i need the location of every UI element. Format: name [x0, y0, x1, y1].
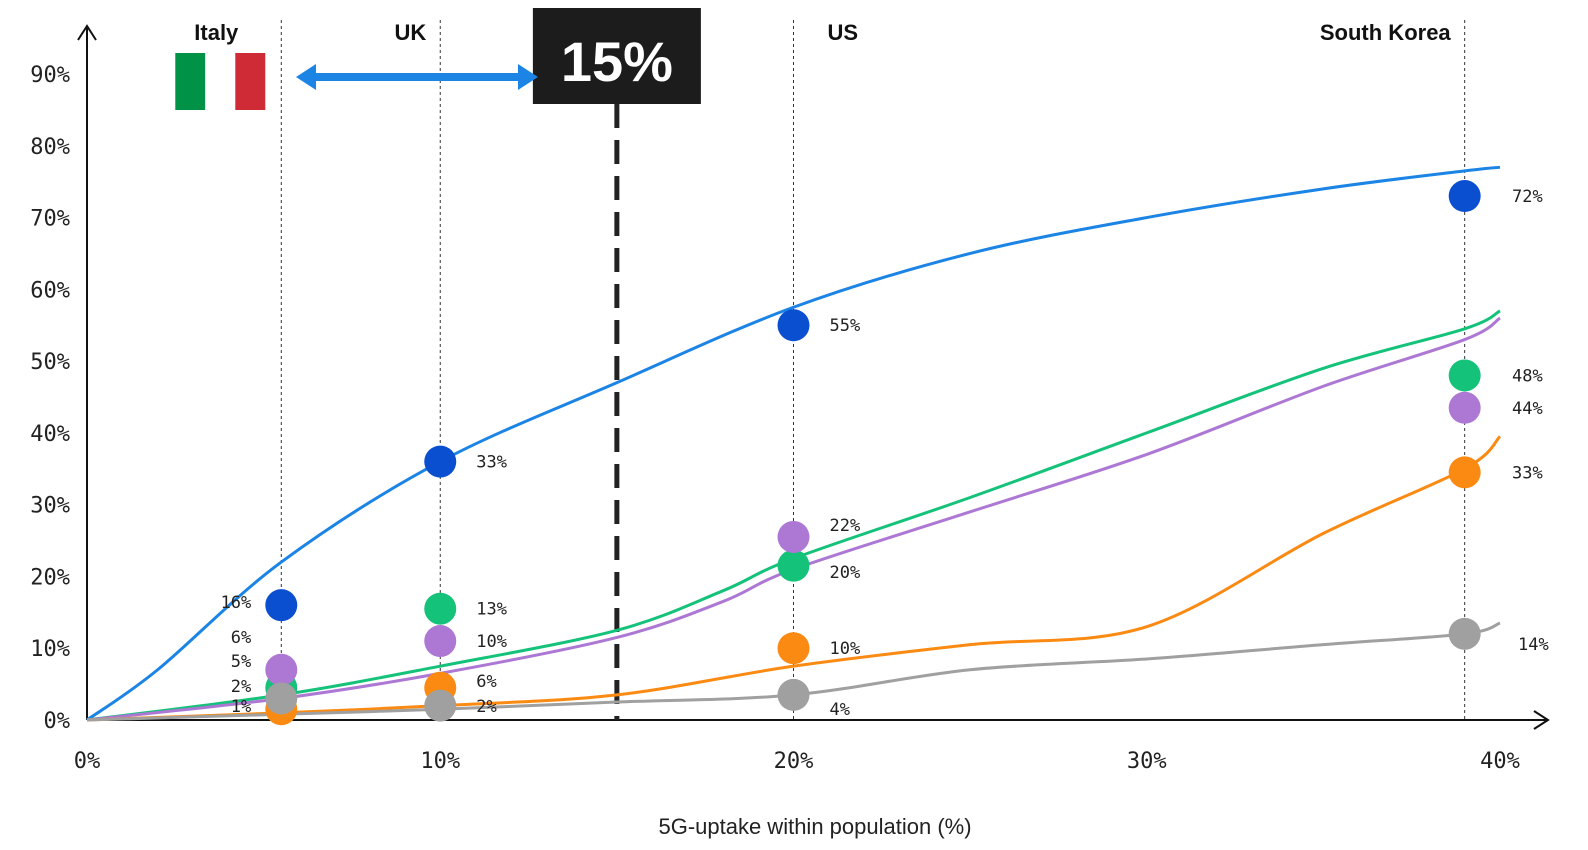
- y-tick-label: 40%: [30, 422, 70, 447]
- data-point: [1448, 456, 1481, 489]
- data-point: [265, 589, 298, 622]
- data-point: [265, 682, 298, 715]
- data-label: 22%: [830, 516, 861, 536]
- threshold-marker: 15%: [532, 8, 701, 720]
- country-label: US: [828, 20, 859, 45]
- flag-stripe: [235, 53, 266, 110]
- data-point: [777, 678, 810, 711]
- data-point: [777, 632, 810, 665]
- range-arrow-left-head: [296, 64, 316, 90]
- data-point: [1448, 391, 1481, 424]
- threshold-label: 15%: [561, 30, 673, 93]
- x-axis-label: 5G-uptake within population (%): [658, 814, 971, 839]
- data-point: [424, 445, 457, 478]
- axes: 0% 10% 20% 30% 40% 0% 10% 20% 30% 40% 50% 60% 70% 80%…: [30, 24, 1550, 774]
- y-tick-label: 10%: [30, 637, 70, 662]
- data-point: [1448, 617, 1481, 650]
- data-label: 14%: [1518, 635, 1549, 655]
- data-point: [1448, 359, 1481, 392]
- data-point: [777, 520, 810, 553]
- data-label: 44%: [1512, 399, 1543, 419]
- data-label: 55%: [830, 316, 861, 336]
- data-label: 13%: [476, 600, 507, 620]
- series-line-4: [86, 621, 1501, 722]
- y-tick-label: 0%: [44, 709, 71, 734]
- country-guide-lines: [280, 20, 1466, 720]
- data-label: 72%: [1512, 187, 1543, 207]
- data-point: [777, 549, 810, 582]
- data-point: [777, 309, 810, 342]
- x-axis-arrow: [1533, 710, 1550, 730]
- x-tick-label: 10%: [420, 749, 460, 774]
- data-label: 4%: [830, 700, 850, 720]
- country-label: UK: [394, 20, 426, 45]
- country-label: Italy: [194, 20, 239, 45]
- data-point: [1448, 180, 1481, 213]
- y-tick-label: 20%: [30, 565, 70, 590]
- y-tick-label: 60%: [30, 278, 70, 303]
- data-labels: 16% 33% 55% 72% 2% 13% 20% 48% 5% 10% 22% 44% 6% 6% 10…: [221, 187, 1549, 720]
- data-label: 6%: [476, 672, 496, 692]
- y-tick-label: 90%: [30, 63, 70, 88]
- data-label: 48%: [1512, 366, 1543, 386]
- data-label: 20%: [830, 563, 861, 583]
- data-label: 10%: [830, 639, 861, 659]
- series-line-3: [86, 435, 1502, 722]
- data-label: 6%: [231, 628, 251, 648]
- data-point: [424, 689, 457, 722]
- flag-stripe: [205, 53, 236, 110]
- data-point: [265, 653, 298, 686]
- series-line-0: [86, 165, 1501, 722]
- country-header: Italy UK US South Korea: [175, 20, 1451, 110]
- data-label: 33%: [1512, 463, 1543, 483]
- x-tick-label: 30%: [1127, 749, 1167, 774]
- flag-stripe: [175, 53, 206, 110]
- y-tick-label: 30%: [30, 494, 70, 519]
- x-tick-label: 0%: [74, 749, 101, 774]
- data-point: [424, 625, 457, 658]
- data-label: 2%: [231, 677, 251, 697]
- x-tick-label: 20%: [774, 749, 814, 774]
- country-label: South Korea: [1320, 20, 1452, 45]
- data-label: 33%: [476, 453, 507, 473]
- data-label: 10%: [476, 632, 507, 652]
- data-label: 16%: [221, 593, 252, 613]
- y-axis-arrow: [77, 24, 97, 41]
- data-label: 2%: [476, 697, 496, 717]
- data-points: [265, 180, 1481, 726]
- data-point: [424, 592, 457, 625]
- y-tick-label: 50%: [30, 350, 70, 375]
- range-arrow-right-head: [518, 64, 538, 90]
- data-label: 1%: [231, 697, 251, 717]
- y-tick-label: 70%: [30, 207, 70, 232]
- threshold-box: [532, 8, 701, 104]
- y-tick-label: 80%: [30, 135, 70, 160]
- data-label: 5%: [231, 652, 251, 672]
- x-tick-label: 40%: [1480, 749, 1520, 774]
